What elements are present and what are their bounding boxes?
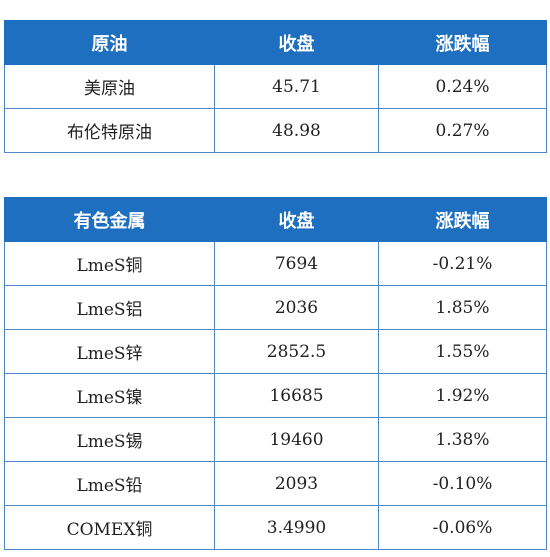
metals-header-change: 涨跌幅 [378,197,547,242]
row-change: 1.38% [378,417,547,462]
row-change: -0.21% [378,241,547,286]
crude-header-change: 涨跌幅 [378,20,547,65]
row-change: 1.92% [378,373,547,418]
row-name: 美原油 [4,64,215,109]
row-close: 7694 [214,241,379,286]
metals-header-close: 收盘 [214,197,379,242]
crude-oil-table: 原油 收盘 涨跌幅 美原油 45.71 0.24% 布伦特原油 48.98 0.… [4,20,547,153]
row-close: 48.98 [214,108,379,153]
row-name: LmeS铜 [4,241,215,286]
crude-header-close: 收盘 [214,20,379,65]
table-row: LmeS铅 2093 -0.10% [4,461,547,506]
row-close: 16685 [214,373,379,418]
row-close: 19460 [214,417,379,462]
row-name: LmeS铅 [4,461,215,506]
row-change: -0.06% [378,505,547,550]
row-name: LmeS铝 [4,285,215,330]
row-close: 2093 [214,461,379,506]
metals-header-row: 有色金属 收盘 涨跌幅 [4,197,547,242]
row-name: LmeS锌 [4,329,215,374]
row-change: -0.10% [378,461,547,506]
row-change: 0.24% [378,64,547,109]
table-row: LmeS锌 2852.5 1.55% [4,329,547,374]
metals-header-name: 有色金属 [4,197,215,242]
row-change: 0.27% [378,108,547,153]
table-row: LmeS铝 2036 1.85% [4,285,547,330]
table-row: LmeS镍 16685 1.92% [4,373,547,418]
row-close: 2852.5 [214,329,379,374]
row-close: 3.4990 [214,505,379,550]
row-name: 布伦特原油 [4,108,215,153]
row-name: LmeS镍 [4,373,215,418]
row-change: 1.85% [378,285,547,330]
crude-header-name: 原油 [4,20,215,65]
row-name: COMEX铜 [4,505,215,550]
table-row: LmeS锡 19460 1.38% [4,417,547,462]
table-row: 布伦特原油 48.98 0.27% [4,108,547,153]
table-row: 美原油 45.71 0.24% [4,64,547,109]
row-change: 1.55% [378,329,547,374]
table-row: LmeS铜 7694 -0.21% [4,241,547,286]
row-close: 45.71 [214,64,379,109]
row-name: LmeS锡 [4,417,215,462]
nonferrous-metals-table: 有色金属 收盘 涨跌幅 LmeS铜 7694 -0.21% LmeS铝 2036… [4,197,547,550]
row-close: 2036 [214,285,379,330]
crude-header-row: 原油 收盘 涨跌幅 [4,20,547,65]
table-row: COMEX铜 3.4990 -0.06% [4,505,547,550]
